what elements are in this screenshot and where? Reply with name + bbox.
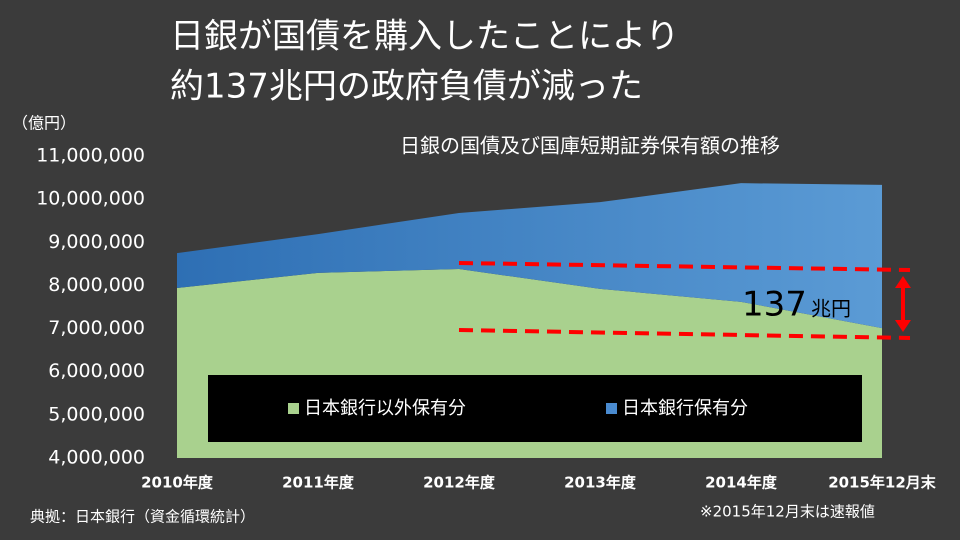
x-tick-label: 2013年度 bbox=[564, 474, 637, 492]
legend-swatch bbox=[288, 403, 299, 414]
annotation-lines bbox=[458, 261, 911, 340]
legend-label: 日本銀行以外保有分 bbox=[304, 398, 466, 419]
source: 典拠：日本銀行（資金循環統計） bbox=[30, 508, 255, 526]
y-tick-label: 6,000,000 bbox=[48, 360, 145, 382]
annotation-unit: 兆円 bbox=[811, 297, 851, 321]
arrow-head bbox=[895, 276, 911, 288]
legend-swatch bbox=[606, 403, 617, 414]
y-tick-label: 10,000,000 bbox=[36, 188, 145, 210]
dashed-line bbox=[458, 261, 911, 272]
area bbox=[177, 183, 882, 329]
title-line: 日銀が国債を購入したことにより bbox=[170, 17, 679, 57]
note: ※2015年12月末は速報値 bbox=[700, 503, 875, 521]
y-tick-label: 8,000,000 bbox=[48, 274, 145, 296]
dashed-line bbox=[458, 328, 911, 340]
y-tick-label: 9,000,000 bbox=[48, 231, 145, 253]
y-tick-label: 5,000,000 bbox=[48, 403, 145, 425]
x-tick-label: 2011年度 bbox=[282, 474, 355, 492]
y-tick-label: 7,000,000 bbox=[48, 317, 145, 339]
x-tick-label: 2010年度 bbox=[141, 474, 214, 492]
x-tick-label: 2015年12月末 bbox=[828, 474, 937, 492]
x-tick-label: 2012年度 bbox=[423, 474, 496, 492]
legend-box bbox=[208, 375, 862, 442]
title-line: 約137兆円の政府負債が減った bbox=[170, 67, 643, 107]
x-tick-label: 2014年度 bbox=[705, 474, 778, 492]
y-tick-label: 11,000,000 bbox=[36, 145, 145, 167]
annotation-number: 137 bbox=[742, 285, 807, 325]
y-tick-label: 4,000,000 bbox=[48, 447, 145, 469]
arrow-head bbox=[895, 320, 911, 332]
subtitle: 日銀の国債及び国庫短期証券保有額の推移 bbox=[400, 134, 780, 158]
y-unit: （億円） bbox=[12, 114, 76, 133]
legend-label: 日本銀行保有分 bbox=[622, 398, 748, 419]
